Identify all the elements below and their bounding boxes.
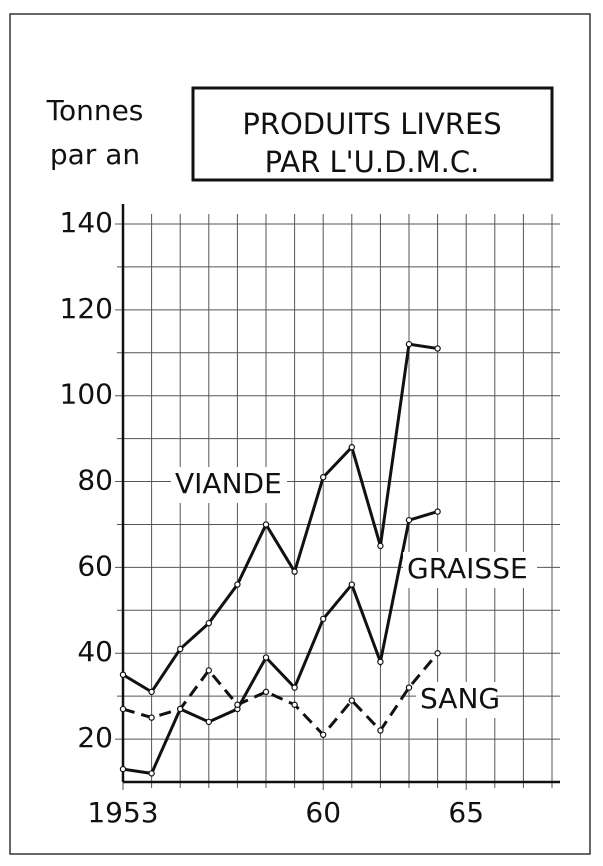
title-box (191, 86, 554, 182)
data-point (377, 727, 384, 734)
y-tick-label: 60 (77, 549, 113, 582)
data-point (148, 688, 155, 696)
data-point (434, 508, 441, 515)
series-line (122, 510, 439, 776)
data-point (234, 701, 241, 708)
y-tick-label: 140 (60, 206, 113, 239)
label-bg (416, 682, 496, 718)
y-tick-label: 80 (77, 464, 113, 497)
y-tick-label: 100 (60, 378, 113, 411)
y-axis-label: par an (50, 138, 140, 171)
series-label: SANG (420, 682, 500, 715)
data-point (119, 671, 127, 678)
label-bg (403, 552, 537, 588)
data-point (348, 444, 355, 451)
data-point (320, 474, 327, 481)
data-point (205, 619, 212, 627)
data-point (377, 658, 384, 666)
series-label: GRAISSE (407, 552, 528, 585)
data-point (320, 731, 327, 738)
series-label: VIANDE (175, 467, 282, 500)
chart-title: PRODUITS LIVRES (242, 107, 501, 141)
data-point (434, 650, 441, 657)
data-point (348, 697, 355, 704)
data-point (320, 615, 327, 623)
y-tick-label: 120 (60, 292, 113, 325)
chart-title: PAR L'U.D.M.C. (265, 145, 480, 179)
data-point (434, 345, 441, 352)
y-axis-label: Tonnes (46, 94, 144, 127)
x-tick-label: 65 (448, 796, 484, 829)
data-point (176, 705, 184, 713)
y-tick-label: 40 (77, 635, 113, 668)
label-bg (171, 467, 287, 503)
data-point (119, 765, 127, 773)
data-point (148, 714, 155, 721)
data-point (377, 542, 384, 550)
data-point (291, 701, 298, 708)
data-point (205, 667, 212, 674)
data-point (405, 684, 413, 691)
series-line (122, 342, 438, 694)
y-tick-label: 20 (77, 721, 113, 754)
data-point (234, 581, 241, 588)
x-tick-label: 60 (305, 796, 341, 829)
data-point (262, 654, 270, 661)
data-point (148, 770, 155, 777)
x-tick-label: 1953 (87, 796, 158, 829)
data-point (405, 516, 413, 524)
data-point (405, 340, 413, 348)
data-point (205, 718, 212, 726)
data-point (262, 521, 270, 528)
data-point (291, 568, 298, 575)
frame (9, 13, 591, 855)
data-point (348, 581, 355, 588)
data-point (291, 684, 298, 691)
data-point (119, 705, 127, 713)
data-point (262, 688, 270, 696)
series-line (122, 652, 439, 738)
data-point (176, 645, 184, 653)
